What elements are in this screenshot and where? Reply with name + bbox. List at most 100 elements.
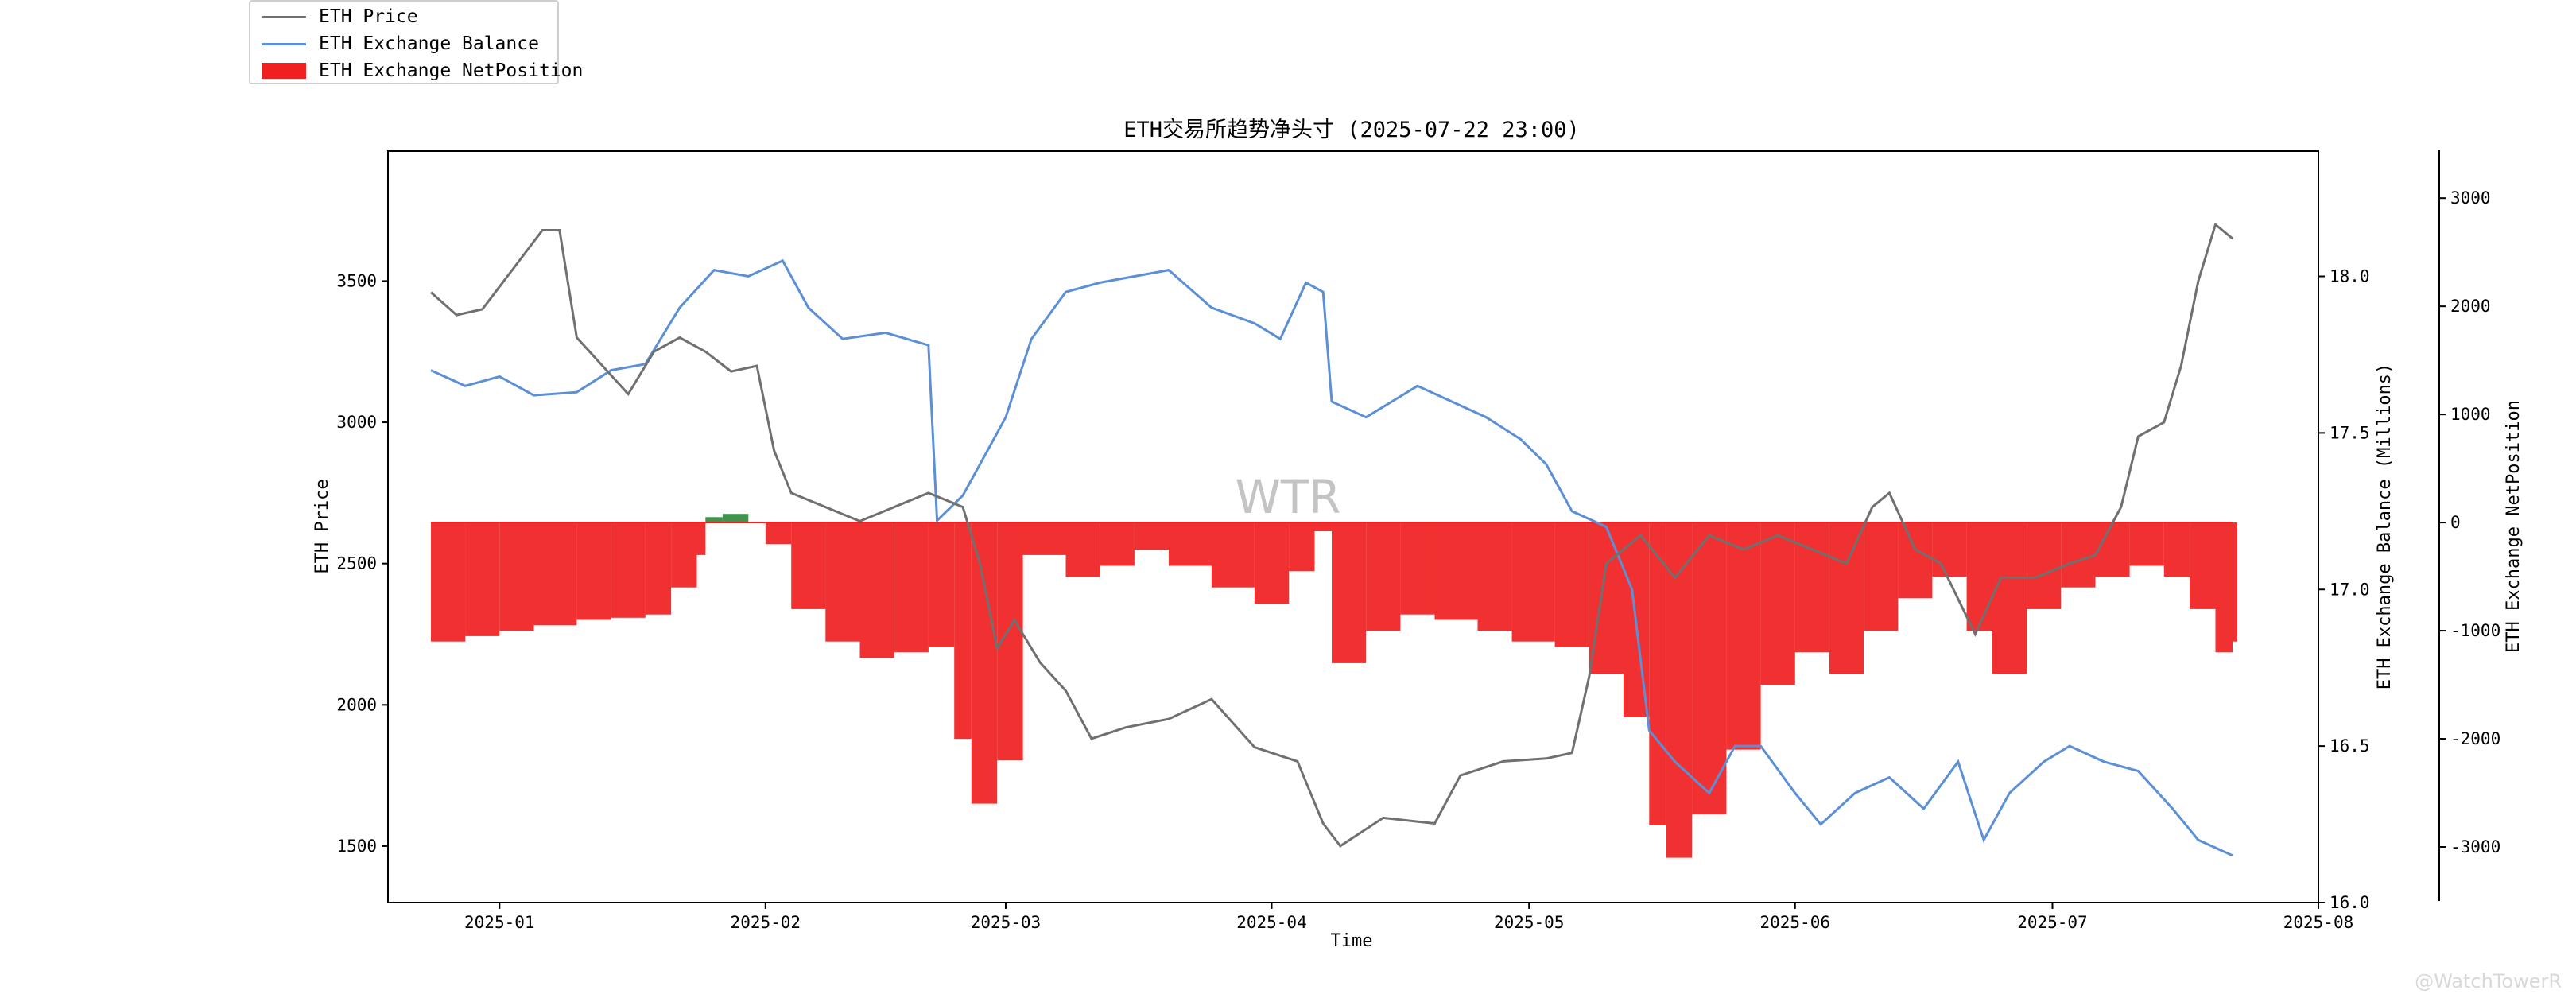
netposition-bar <box>1966 522 1992 631</box>
x-tick-label: 2025-07 <box>2017 913 2088 932</box>
netposition-bar <box>431 522 466 642</box>
netposition-bar <box>1829 522 1864 674</box>
netposition-bar <box>1400 522 1435 615</box>
y-right2-tick-label: -3000 <box>2450 837 2500 856</box>
netposition-bar <box>1760 522 1795 685</box>
netposition-bar <box>722 514 749 523</box>
legend-swatch-netposition <box>262 63 306 79</box>
y-right2-tick-label: -2000 <box>2450 729 2500 748</box>
netposition-bar <box>2233 522 2238 642</box>
legend-label-netposition: ETH Exchange NetPosition <box>319 60 584 81</box>
series-line-eth-price <box>430 222 2234 848</box>
netposition-bar <box>533 522 577 626</box>
credit-watermark: @WatchTowerR <box>2415 970 2562 992</box>
netposition-bar <box>1726 522 1761 750</box>
legend-swatch-price <box>262 15 306 18</box>
y-left-tick-label: 3500 <box>336 271 377 290</box>
netposition-bar <box>1065 522 1100 577</box>
netposition-bar <box>499 522 534 631</box>
x-axis: 2025-01 2025-02 2025-03 2025-04 2025-05 2025-… <box>464 903 2353 932</box>
netposition-bar <box>1022 522 1066 555</box>
netposition-bar <box>1794 522 1829 653</box>
y-right1-tick-label: 18.0 <box>2330 267 2370 286</box>
netposition-bar <box>1254 522 1290 604</box>
y-axis-left-label: ETH Price <box>312 479 332 573</box>
netposition-bar <box>825 522 860 642</box>
y-right2-tick-label: 1000 <box>2450 405 2491 424</box>
y-left-tick-label: 2500 <box>336 554 377 573</box>
x-tick-label: 2025-05 <box>1494 913 1565 932</box>
legend-item-eth-price: ETH Price <box>262 5 418 29</box>
netposition-bar <box>1211 522 1255 588</box>
netposition-bar <box>1589 522 1624 674</box>
y-axis-right1-label: ETH Exchange Balance (Millions) <box>2375 363 2395 690</box>
netposition-bar <box>791 522 826 609</box>
netposition-bar <box>1666 522 1693 858</box>
y-axis-right-netposition: -3000 -2000 -1000 0 1000 2000 3000 <box>2438 150 2500 901</box>
chart-title: ETH交易所趋势净头寸 (2025-07-22 23:00) <box>1123 118 1580 142</box>
netposition-bar <box>1992 522 2027 674</box>
netposition-bar <box>1932 522 1967 577</box>
netposition-bar <box>1366 522 1401 631</box>
netposition-bar <box>1898 522 1933 599</box>
netposition-bar <box>1649 522 1666 825</box>
plot-area <box>430 222 2238 858</box>
netposition-bar <box>1314 522 1332 531</box>
netposition-bar <box>1100 522 1135 566</box>
x-tick-label: 2025-02 <box>731 913 801 932</box>
netposition-bar <box>765 522 792 545</box>
legend: ETH Price ETH Exchange Balance ETH Excha… <box>249 0 583 84</box>
netposition-bar <box>2163 522 2190 577</box>
netposition-bar <box>705 517 723 523</box>
netposition-bar <box>1692 522 1727 815</box>
y-right2-tick-label: 0 <box>2450 513 2461 532</box>
netposition-bar <box>1289 522 1315 572</box>
netposition-bar <box>576 522 611 620</box>
netposition-bar <box>1864 522 1899 631</box>
netposition-bar <box>894 522 929 653</box>
y-axis-right-balance: 16.0 16.5 17.0 17.5 18.0 <box>2318 151 2370 912</box>
netposition-bar <box>928 522 955 647</box>
x-tick-label: 2025-03 <box>971 913 1042 932</box>
netposition-bar <box>2129 522 2164 566</box>
x-tick-label: 2025-08 <box>2283 913 2354 932</box>
x-axis-label: Time <box>1331 931 1373 951</box>
netposition-bar <box>2095 522 2130 577</box>
netposition-bar <box>971 522 998 804</box>
y-right1-tick-label: 16.0 <box>2330 893 2370 912</box>
watermark: WTR <box>1235 470 1340 524</box>
netposition-bar <box>1477 522 1512 631</box>
netposition-bar <box>859 522 894 658</box>
y-right1-tick-label: 17.0 <box>2330 580 2370 599</box>
netposition-bar <box>954 522 972 739</box>
y-right2-tick-label: 2000 <box>2450 297 2491 316</box>
netposition-bar <box>2027 522 2062 609</box>
legend-item-exchange-balance: ETH Exchange Balance <box>262 32 539 56</box>
x-tick-label: 2025-06 <box>1759 913 1830 932</box>
legend-label-balance: ETH Exchange Balance <box>319 33 539 54</box>
y-left-tick-label: 2000 <box>336 695 377 714</box>
netposition-bar <box>1169 522 1212 566</box>
y-axis-right2-label: ETH Exchange NetPosition <box>2504 400 2524 653</box>
netposition-bar <box>2215 522 2233 653</box>
netposition-bar <box>2190 522 2216 609</box>
y-right2-tick-label: -1000 <box>2450 621 2500 640</box>
y-left-tick-label: 1500 <box>336 837 377 856</box>
netposition-bar <box>645 522 672 615</box>
y-left-tick-label: 3000 <box>336 413 377 432</box>
y-right1-tick-label: 17.5 <box>2330 423 2370 442</box>
netposition-bar <box>1332 522 1367 663</box>
legend-swatch-balance <box>262 42 306 45</box>
netposition-bar <box>465 522 500 636</box>
netposition-bar <box>611 522 646 618</box>
x-tick-label: 2025-01 <box>464 913 535 932</box>
netposition-bar <box>671 522 697 588</box>
y-axis-left: 1500 2000 2500 3000 3500 <box>336 271 388 856</box>
netposition-bar <box>2061 522 2096 588</box>
netposition-bar <box>1554 522 1589 647</box>
netposition-bar <box>696 522 706 555</box>
legend-item-netposition: ETH Exchange NetPosition <box>262 59 583 83</box>
netposition-bar <box>1511 522 1555 642</box>
x-tick-label: 2025-04 <box>1236 913 1307 932</box>
